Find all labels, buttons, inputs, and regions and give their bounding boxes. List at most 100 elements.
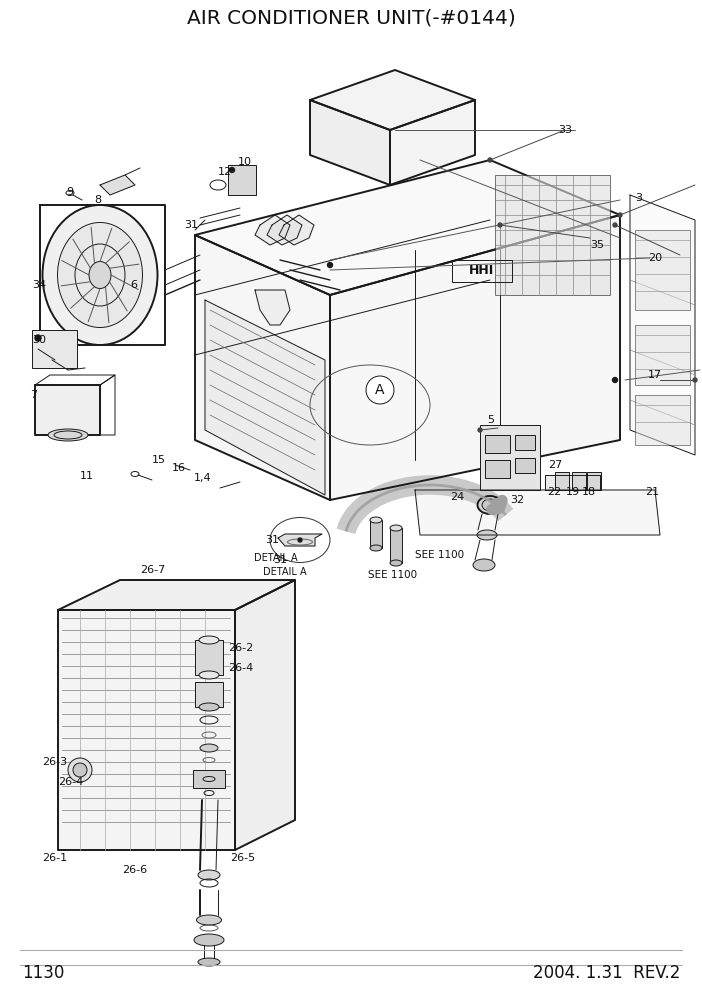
Bar	[452, 260, 512, 282]
Ellipse shape	[482, 499, 498, 511]
Bar	[370, 520, 382, 548]
Ellipse shape	[197, 915, 222, 925]
Ellipse shape	[198, 870, 220, 880]
Text: SEE 1100: SEE 1100	[368, 570, 417, 580]
Circle shape	[35, 335, 41, 341]
Text: 10: 10	[238, 157, 252, 167]
Circle shape	[618, 213, 622, 217]
Bar	[572, 472, 586, 490]
Bar	[228, 165, 256, 195]
Text: 30: 30	[32, 335, 46, 345]
Ellipse shape	[43, 205, 157, 345]
Bar	[555, 472, 569, 490]
Text: 12: 12	[218, 167, 232, 177]
Ellipse shape	[477, 530, 497, 540]
Ellipse shape	[58, 222, 143, 327]
Polygon shape	[415, 490, 660, 535]
Text: 31: 31	[265, 535, 279, 545]
Bar	[495, 175, 610, 295]
Polygon shape	[235, 580, 295, 850]
Text: 3: 3	[635, 193, 642, 203]
Circle shape	[693, 378, 697, 382]
Polygon shape	[205, 300, 325, 495]
Polygon shape	[100, 175, 135, 195]
Ellipse shape	[73, 763, 87, 777]
Text: 34: 34	[32, 280, 46, 290]
Polygon shape	[330, 215, 620, 500]
Circle shape	[613, 378, 618, 383]
Text: DETAIL A: DETAIL A	[254, 553, 298, 563]
Bar	[515, 458, 535, 473]
Polygon shape	[58, 610, 235, 850]
Text: 31: 31	[273, 555, 287, 565]
Ellipse shape	[370, 517, 382, 523]
Text: 5: 5	[487, 415, 494, 425]
Bar	[635, 230, 690, 310]
Bar	[485, 435, 510, 453]
Polygon shape	[278, 534, 322, 546]
Bar	[32, 330, 77, 368]
Polygon shape	[390, 100, 475, 185]
Text: 1,4: 1,4	[194, 473, 211, 483]
Bar	[635, 395, 690, 445]
Polygon shape	[255, 290, 290, 325]
Polygon shape	[279, 215, 314, 245]
Bar	[635, 325, 690, 385]
Text: 19: 19	[566, 487, 580, 497]
Text: 26-7: 26-7	[140, 565, 165, 575]
Circle shape	[230, 168, 234, 173]
Text: SEE 1100: SEE 1100	[415, 550, 464, 560]
Text: 32: 32	[510, 495, 524, 505]
Polygon shape	[255, 215, 290, 245]
Text: 26-4: 26-4	[58, 777, 84, 787]
Text: HHI: HHI	[470, 265, 495, 278]
Ellipse shape	[68, 758, 92, 782]
Bar	[390, 528, 402, 563]
Text: 22: 22	[547, 487, 562, 497]
Bar	[515, 435, 535, 450]
Bar	[480, 425, 540, 490]
Circle shape	[328, 263, 333, 268]
Text: 16: 16	[172, 463, 186, 473]
Text: 21: 21	[645, 487, 659, 497]
Polygon shape	[35, 385, 100, 435]
Text: 26-1: 26-1	[42, 853, 67, 863]
Ellipse shape	[199, 703, 219, 711]
Bar	[587, 472, 601, 490]
Text: 33: 33	[558, 125, 572, 135]
Text: DETAIL A: DETAIL A	[263, 567, 307, 577]
Ellipse shape	[390, 525, 402, 531]
Polygon shape	[545, 475, 600, 490]
Text: 7: 7	[30, 390, 37, 400]
Polygon shape	[195, 235, 330, 500]
Circle shape	[478, 428, 482, 432]
Bar	[193, 770, 225, 788]
Circle shape	[488, 158, 492, 162]
Ellipse shape	[366, 376, 394, 404]
Text: 35: 35	[590, 240, 604, 250]
Text: 11: 11	[80, 471, 94, 481]
Bar	[485, 460, 510, 478]
Text: 2004. 1.31  REV.2: 2004. 1.31 REV.2	[533, 964, 680, 982]
Polygon shape	[267, 215, 302, 245]
Ellipse shape	[200, 744, 218, 752]
Text: 20: 20	[648, 253, 662, 263]
Text: 26-4: 26-4	[228, 663, 253, 673]
Polygon shape	[310, 70, 475, 130]
Ellipse shape	[270, 518, 330, 562]
Text: 26-3: 26-3	[42, 757, 67, 767]
Text: 31: 31	[184, 220, 198, 230]
Text: 26-6: 26-6	[122, 865, 147, 875]
Text: 27: 27	[548, 460, 562, 470]
Text: 26-5: 26-5	[230, 853, 255, 863]
Text: 24: 24	[450, 492, 464, 502]
Ellipse shape	[477, 496, 503, 514]
Text: 8: 8	[94, 195, 101, 205]
Text: AIR CONDITIONER UNIT(-#0144): AIR CONDITIONER UNIT(-#0144)	[187, 9, 515, 28]
Ellipse shape	[194, 934, 224, 946]
Circle shape	[298, 538, 302, 542]
Ellipse shape	[89, 262, 111, 289]
Circle shape	[498, 223, 502, 227]
Text: A: A	[376, 383, 385, 397]
Ellipse shape	[199, 671, 219, 679]
